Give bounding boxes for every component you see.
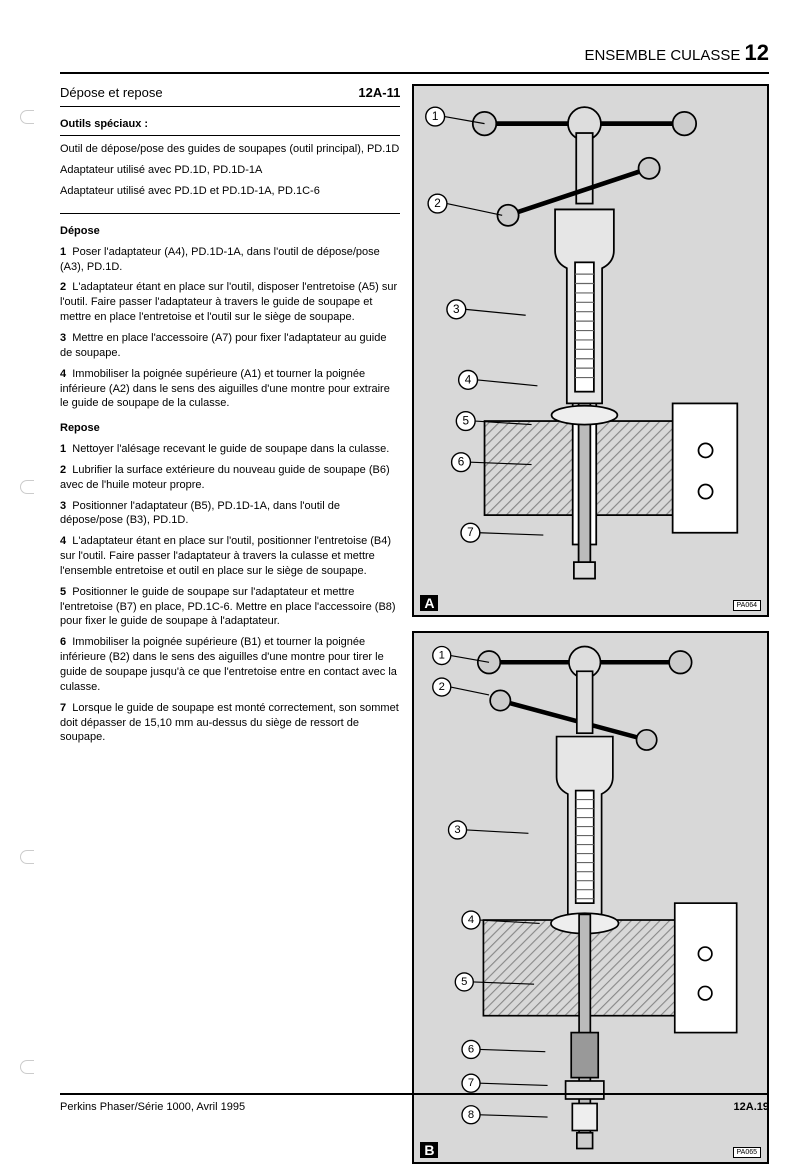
svg-text:1: 1: [432, 110, 439, 123]
svg-text:3: 3: [453, 303, 460, 316]
repose-step: 6 Immobiliser la poignée supérieure (B1)…: [60, 635, 400, 694]
repose-heading: Repose: [60, 421, 400, 436]
tool-item: Adaptateur utilisé avec PD.1D, PD.1D-1A: [60, 163, 400, 178]
section-title: Dépose et repose: [60, 84, 163, 102]
tools-heading: Outils spéciaux :: [60, 117, 400, 137]
depose-step: 4 Immobiliser la poignée supérieure (A1)…: [60, 367, 400, 412]
section-code: 12A-11: [358, 84, 400, 102]
figure-b-corner: B: [420, 1142, 438, 1158]
svg-text:6: 6: [458, 456, 465, 469]
figure-column: 1 2 3 4 5 6 7 A PA064: [412, 84, 769, 1164]
chapter-number: 12: [745, 40, 769, 65]
tool-item: Adaptateur utilisé avec PD.1D et PD.1D-1…: [60, 184, 400, 199]
figure-a-corner: A: [420, 595, 438, 611]
svg-text:5: 5: [461, 976, 467, 988]
repose-step: 4 L'adaptateur étant en place sur l'outi…: [60, 534, 400, 579]
depose-step: 2 L'adaptateur étant en place sur l'outi…: [60, 280, 400, 325]
tool-item: Outil de dépose/pose des guides de soupa…: [60, 142, 400, 157]
svg-text:3: 3: [455, 824, 461, 836]
figure-a-code: PA064: [733, 600, 762, 611]
svg-text:5: 5: [463, 415, 470, 428]
header-title: ENSEMBLE CULASSE: [584, 47, 740, 64]
repose-step: 2 Lubrifier la surface extérieure du nou…: [60, 463, 400, 493]
footer-left: Perkins Phaser/Série 1000, Avril 1995: [60, 1101, 245, 1113]
text-column: Dépose et repose 12A-11 Outils spéciaux …: [60, 84, 400, 1164]
figure-b: 12345678 B PA065: [412, 631, 769, 1164]
depose-heading: Dépose: [60, 224, 400, 239]
repose-step: 7 Lorsque le guide de soupape est monté …: [60, 701, 400, 746]
svg-text:4: 4: [468, 914, 474, 926]
repose-step: 1 Nettoyer l'alésage recevant le guide d…: [60, 442, 400, 457]
page-header: ENSEMBLE CULASSE 12: [60, 40, 769, 74]
repose-step: 3 Positionner l'adaptateur (B5), PD.1D-1…: [60, 499, 400, 529]
svg-text:2: 2: [435, 197, 442, 210]
depose-step: 3 Mettre en place l'accessoire (A7) pour…: [60, 331, 400, 361]
svg-text:4: 4: [465, 373, 472, 386]
depose-step: 1 Poser l'adaptateur (A4), PD.1D-1A, dan…: [60, 245, 400, 275]
footer-page: 12A.19: [734, 1101, 769, 1113]
section-title-row: Dépose et repose 12A-11: [60, 84, 400, 107]
figure-b-code: PA065: [733, 1147, 762, 1158]
svg-text:1: 1: [439, 650, 445, 662]
svg-text:6: 6: [468, 1044, 474, 1056]
svg-text:7: 7: [467, 526, 474, 539]
svg-text:7: 7: [468, 1077, 474, 1089]
figure-a: 1 2 3 4 5 6 7 A PA064: [412, 84, 769, 617]
page-footer: Perkins Phaser/Série 1000, Avril 1995 12…: [60, 1093, 769, 1113]
svg-text:2: 2: [439, 681, 445, 693]
repose-step: 5 Positionner le guide de soupape sur l'…: [60, 585, 400, 630]
